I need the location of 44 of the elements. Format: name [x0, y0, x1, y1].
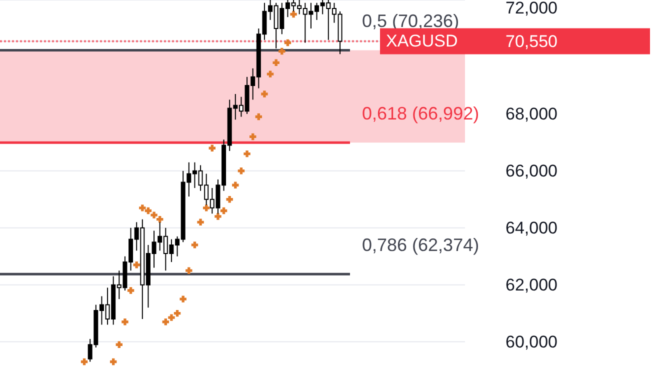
- point: [186, 267, 192, 274]
- point: [144, 207, 152, 214]
- y-tick-label: 62,000: [506, 275, 558, 294]
- point: [272, 59, 280, 66]
- point: [261, 90, 268, 98]
- point: [150, 212, 158, 218]
- y-tick-label: 70,550: [506, 32, 558, 51]
- point: [249, 133, 256, 140]
- point: [214, 213, 222, 220]
- y-tick-label: 66,000: [506, 161, 558, 180]
- point: [284, 39, 292, 46]
- point: [220, 207, 228, 214]
- point: [122, 318, 128, 326]
- point: [290, 10, 297, 18]
- ref-line-label: 0,5 (70,236): [362, 11, 460, 32]
- y-tick-label: 72,000: [506, 0, 558, 18]
- point: [226, 196, 233, 203]
- point: [133, 262, 140, 268]
- point: [244, 150, 250, 158]
- y-tick-label: 60,000: [506, 332, 558, 352]
- point: [202, 204, 210, 212]
- point: [116, 341, 123, 348]
- point: [197, 218, 204, 226]
- point: [266, 70, 274, 78]
- point: [168, 314, 175, 321]
- point: [238, 168, 245, 174]
- point: [110, 358, 117, 366]
- ref-line-label: XAGUSD: [386, 31, 458, 50]
- point: [139, 204, 146, 212]
- point: [180, 296, 186, 302]
- point: [127, 287, 134, 294]
- point: [191, 242, 198, 248]
- point: [208, 144, 216, 152]
- ref-line-label: 0,786 (62,374): [362, 235, 480, 256]
- y-tick-label: 68,000: [506, 104, 558, 124]
- point: [162, 318, 170, 326]
- ref-line-label: 0,618 (66,992): [362, 104, 480, 124]
- point: [174, 310, 181, 317]
- point: [156, 216, 164, 223]
- point: [80, 358, 88, 366]
- point: [278, 48, 286, 55]
- y-tick-label: 64,000: [506, 218, 558, 238]
- point: [232, 182, 239, 188]
- point: [255, 113, 262, 120]
